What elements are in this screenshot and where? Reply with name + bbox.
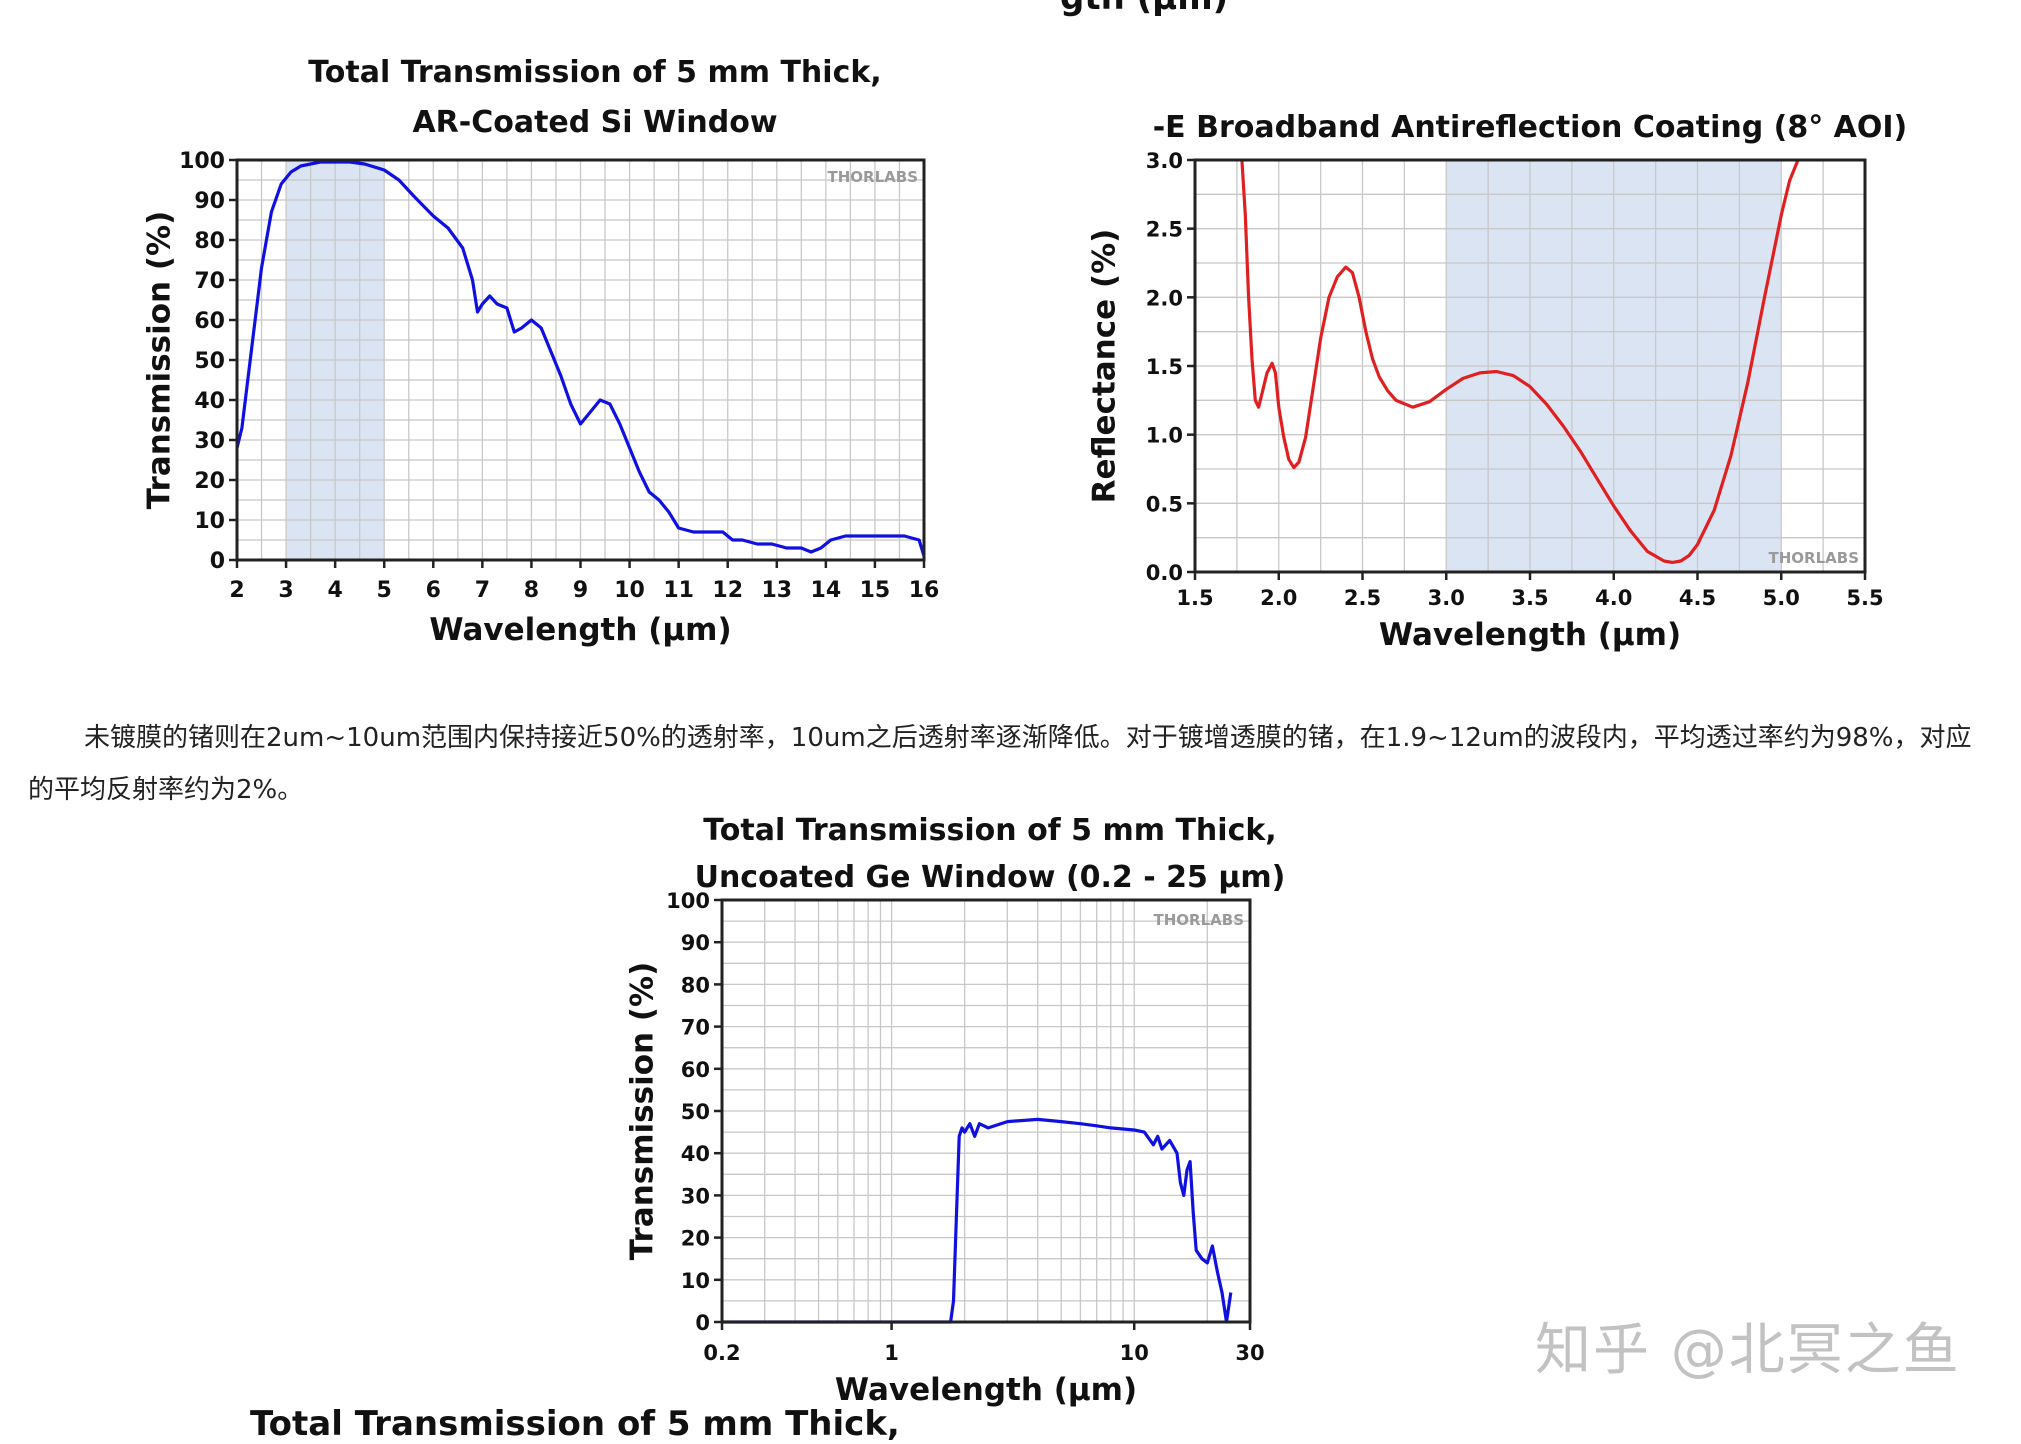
x-tick-label: 2.5 — [1344, 586, 1381, 610]
y-tick-label: 30 — [194, 429, 225, 454]
cropped-next-chart-title: Total Transmission of 5 mm Thick, — [250, 1404, 900, 1444]
y-tick-label: 50 — [194, 349, 225, 374]
x-tick-label: 4.5 — [1679, 586, 1716, 610]
x-tick-label: 0.2 — [703, 1341, 740, 1365]
zhihu-watermark: 知乎 @北冥之鱼 — [1535, 1318, 1961, 1383]
y-tick-label: 40 — [194, 389, 225, 414]
series-line — [1240, 159, 1800, 564]
series-line — [235, 160, 926, 557]
y-tick-label: 20 — [681, 1227, 710, 1251]
ge-window-transmission-chart: Total Transmission of 5 mm Thick, Uncoate… — [624, 813, 1286, 1408]
x-tick-label: 3.0 — [1428, 586, 1465, 610]
x-tick-label: 13 — [761, 578, 792, 603]
y-tick-label: 100 — [666, 889, 710, 913]
x-tick-label: 8 — [524, 578, 539, 603]
y-tick-label: 0.0 — [1146, 561, 1183, 585]
y-tick-label: 10 — [681, 1269, 710, 1293]
x-tick-label: 3.5 — [1511, 586, 1548, 610]
grid-lines — [236, 159, 925, 561]
y-tick-label: 0 — [210, 549, 225, 574]
x-axis-label: Wavelength (µm) — [1379, 617, 1681, 653]
y-tick-label: 2.5 — [1146, 218, 1183, 242]
x-tick-label: 30 — [1235, 1341, 1264, 1365]
broadband-ar-reflectance-chart: -E Broadband Antireflection Coating (8° … — [1086, 110, 1908, 653]
x-axis-label: Wavelength (µm) — [429, 612, 731, 648]
x-tick-label: 7 — [475, 578, 490, 603]
chart-title: Total Transmission of 5 mm Thick, — [308, 55, 881, 90]
x-tick-label: 1 — [884, 1341, 899, 1365]
chart-title: Total Transmission of 5 mm Thick, — [703, 813, 1276, 848]
x-tick-label: 4 — [327, 578, 342, 603]
x-tick-label: 2 — [229, 578, 244, 603]
y-tick-label: 70 — [681, 1016, 710, 1040]
y-tick-label: 2.0 — [1146, 286, 1183, 310]
cropped-axis-label-top: gth (µm) — [1060, 0, 1228, 18]
y-tick-label: 0.5 — [1146, 492, 1183, 516]
si-window-transmission-chart: Total Transmission of 5 mm Thick, AR-Coat… — [141, 55, 940, 648]
thorlabs-logo: THORLABS — [1154, 911, 1245, 929]
series-line — [722, 1117, 1233, 1324]
x-tick-label: 4.0 — [1595, 586, 1632, 610]
y-tick-label: 80 — [681, 973, 710, 997]
y-tick-label: 10 — [194, 509, 225, 534]
x-tick-label: 11 — [663, 578, 694, 603]
y-axis-label: Transmission (%) — [624, 962, 660, 1260]
y-axis-label: Reflectance (%) — [1086, 229, 1122, 504]
chart-subtitle: AR-Coated Si Window — [412, 105, 777, 140]
x-tick-label: 5.5 — [1846, 586, 1883, 610]
y-tick-label: 90 — [681, 931, 710, 955]
x-tick-label: 1.5 — [1176, 586, 1213, 610]
x-tick-label: 6 — [426, 578, 441, 603]
y-tick-label: 100 — [179, 149, 225, 174]
thorlabs-logo: THORLABS — [828, 168, 919, 186]
y-tick-label: 90 — [194, 189, 225, 214]
y-tick-label: 1.0 — [1146, 424, 1183, 448]
grid-lines — [722, 899, 1250, 1323]
body-paragraph: 未镀膜的锗则在2um~10um范围内保持接近50%的透射率，10um之后透射率逐… — [28, 723, 1972, 805]
y-tick-label: 60 — [681, 1058, 710, 1082]
x-tick-label: 15 — [860, 578, 891, 603]
y-axis-label: Transmission (%) — [141, 211, 177, 509]
x-axis-label: Wavelength (µm) — [835, 1372, 1137, 1408]
x-tick-label: 16 — [909, 578, 940, 603]
x-tick-label: 3 — [278, 578, 293, 603]
x-tick-label: 14 — [811, 578, 842, 603]
x-tick-label: 5 — [377, 578, 392, 603]
x-tick-label: 10 — [1120, 1341, 1149, 1365]
y-tick-label: 1.5 — [1146, 355, 1183, 379]
y-tick-label: 3.0 — [1146, 149, 1183, 173]
thorlabs-logo: THORLABS — [1769, 549, 1860, 567]
x-tick-label: 10 — [614, 578, 645, 603]
y-tick-label: 50 — [681, 1100, 710, 1124]
x-tick-label: 12 — [712, 578, 743, 603]
x-tick-label: 5.0 — [1763, 586, 1800, 610]
y-tick-label: 60 — [194, 309, 225, 334]
chart-subtitle: Uncoated Ge Window (0.2 - 25 µm) — [695, 860, 1286, 895]
x-tick-label: 2.0 — [1260, 586, 1297, 610]
y-tick-label: 20 — [194, 469, 225, 494]
x-tick-label: 9 — [573, 578, 588, 603]
y-tick-label: 40 — [681, 1142, 710, 1166]
y-tick-label: 30 — [681, 1184, 710, 1208]
y-tick-label: 0 — [695, 1311, 710, 1335]
y-tick-label: 80 — [194, 229, 225, 254]
y-tick-label: 70 — [194, 269, 225, 294]
chart-title: -E Broadband Antireflection Coating (8° … — [1153, 110, 1908, 145]
